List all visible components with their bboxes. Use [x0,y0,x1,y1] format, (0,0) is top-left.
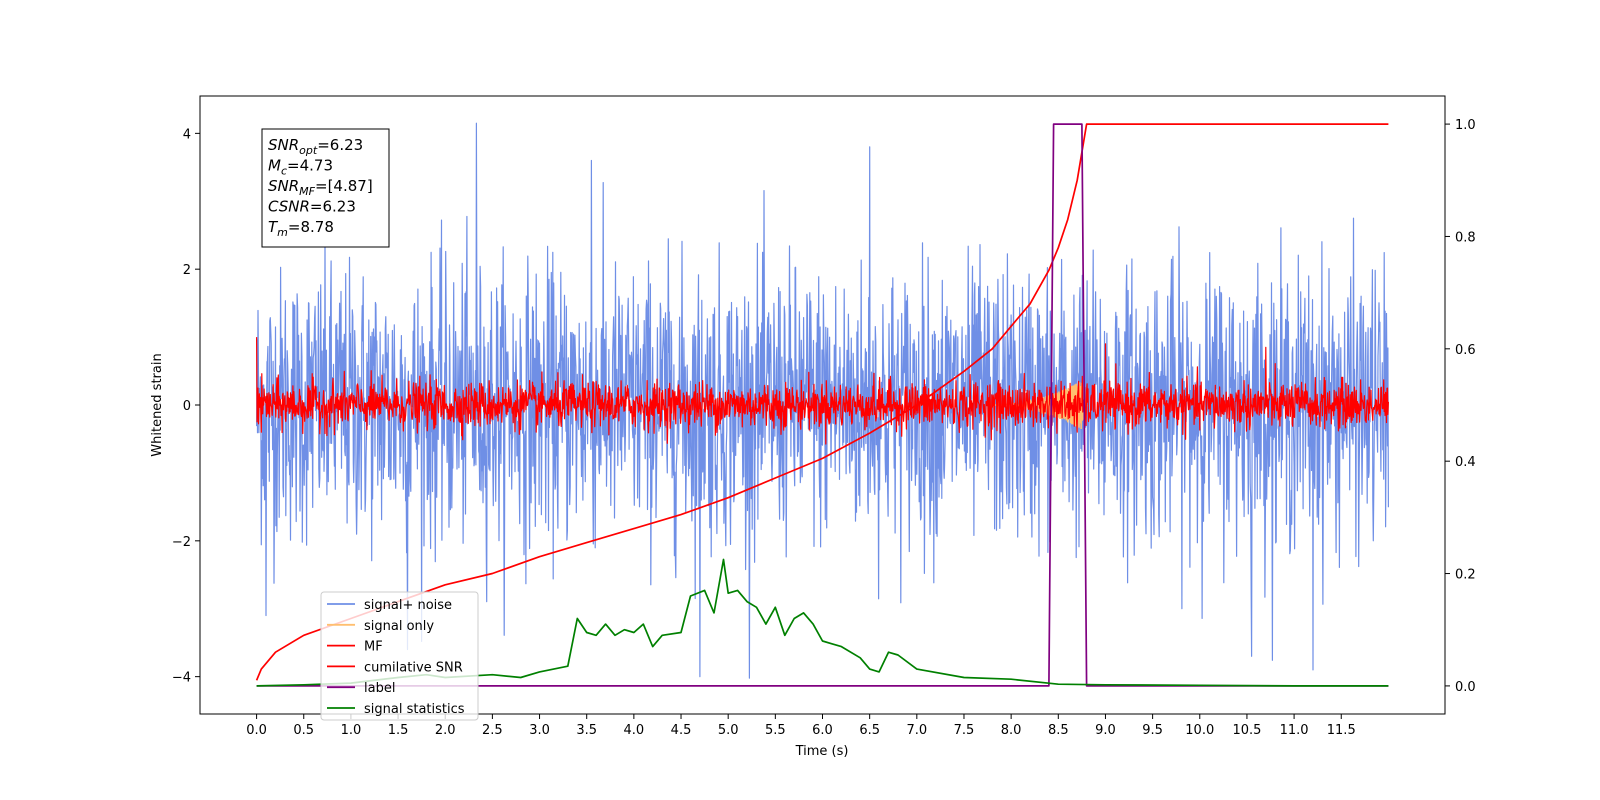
annotation-frame [261,128,390,248]
series-label [256,123,1389,687]
x-tick-label: 7.5 [954,723,975,738]
x-tick-label: 1.5 [388,723,409,738]
annotation-line: Tm=8.78 [268,218,334,239]
legend-label: label [364,681,395,696]
x-tick-label: 5.5 [765,723,786,738]
legend-label: MF [364,640,383,655]
x-tick-label: 10.0 [1185,723,1214,738]
y-tick-label: −4 [172,671,191,686]
legend: signal+ noise signal only MF cumilative SNR… [320,591,479,721]
x-tick-label: 11.5 [1327,723,1356,738]
x-tick-label: 10.5 [1232,723,1261,738]
x-tick-label: 6.5 [859,723,880,738]
legend-label: cumilative SNR [364,660,463,675]
y2-tick-label: 0.2 [1455,568,1476,583]
series-signal-statistics [256,558,1389,687]
y2-tick-label: 0.6 [1455,343,1476,358]
y2-tick-label: 0.0 [1455,680,1476,695]
x-tick-label: 0.5 [293,723,314,738]
y2-tick-label: 1.0 [1455,118,1476,133]
x-tick-label: 2.0 [435,723,456,738]
annotation-line: SNRopt=6.23 [268,136,363,157]
y-axis-left: −4 −2 0 2 4 [172,127,200,686]
legend-frame [320,591,479,721]
annotation-line: SNRMF=[4.87] [268,177,373,198]
x-tick-label: 6.0 [812,723,833,738]
y-axis-right: 0.0 0.2 0.4 0.6 0.8 1.0 [1445,118,1476,695]
y-tick-label: 4 [183,127,191,142]
x-tick-label: 7.0 [906,723,927,738]
x-tick-label: 4.0 [624,723,645,738]
x-tick-label: 3.0 [529,723,550,738]
x-tick-label: 9.0 [1095,723,1116,738]
x-tick-label: 2.5 [482,723,503,738]
annotation-line: Mc=4.73 [268,157,333,178]
x-tick-label: 8.0 [1001,723,1022,738]
series-mf [256,337,1389,445]
legend-label: signal only [364,619,434,634]
y-tick-label: −2 [172,535,191,550]
y2-tick-label: 0.8 [1455,230,1476,245]
y-tick-label: 0 [183,399,191,414]
x-axis-label: Time (s) [795,744,849,759]
legend-label: signal statistics [364,702,465,717]
x-tick-label: 0.0 [246,723,267,738]
x-axis: 0.0 0.5 1.0 1.5 2.0 2.5 3.0 3.5 4.0 4.5 5.0 5.5 6.0 6… [246,714,1356,738]
x-tick-label: 3.5 [576,723,597,738]
x-tick-label: 9.5 [1142,723,1163,738]
legend-label: signal+ noise [364,598,452,613]
y-axis-label: Whitened strain [150,353,165,456]
x-tick-label: 8.5 [1048,723,1069,738]
y-tick-label: 2 [183,263,191,278]
x-tick-label: 4.5 [671,723,692,738]
annotation-line: CSNR=6.23 [268,198,356,216]
y2-tick-label: 0.4 [1455,455,1476,470]
x-tick-label: 5.0 [718,723,739,738]
x-tick-label: 11.0 [1280,723,1309,738]
x-tick-label: 1.0 [341,723,362,738]
